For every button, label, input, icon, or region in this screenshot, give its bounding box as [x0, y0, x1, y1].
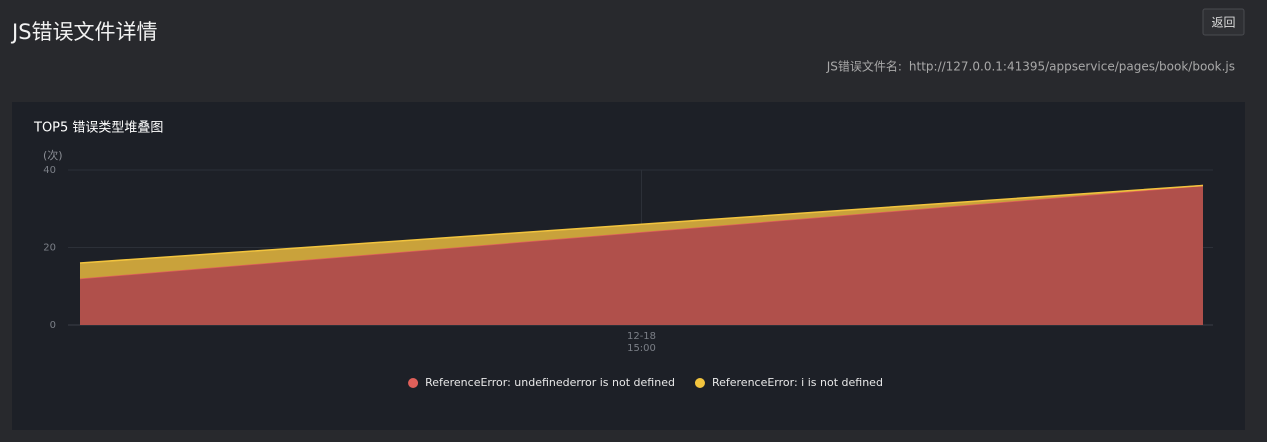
legend-marker	[694, 378, 705, 388]
area-line	[79, 184, 1204, 264]
x-tick-label-box: 12-18 15:00	[626, 331, 657, 354]
legend-label: ReferenceError: undefinederror is not de…	[425, 376, 675, 389]
y-tick-label: 20	[43, 243, 56, 254]
area	[80, 185, 1203, 325]
x-tick-label: 12-18 15:00	[626, 331, 657, 354]
area	[80, 185, 1203, 279]
file-label: JS错误文件名:	[826, 59, 902, 74]
chart-title: TOP5 错误类型堆叠图	[33, 121, 163, 136]
back-button-box[interactable]	[1202, 8, 1245, 36]
back-button[interactable]: 返回	[1202, 8, 1245, 36]
legend-marker	[408, 378, 419, 388]
legend-label: ReferenceError: i is not defined	[712, 376, 883, 389]
y-axis-label: (次)	[43, 148, 63, 162]
y-tick-label: 0	[50, 320, 56, 331]
plot: 0 20 40 12-18 15:00 ReferenceError: undefine…	[43, 165, 1213, 389]
legend: ReferenceError: undefinederror is not de…	[408, 376, 883, 389]
file-url: http://127.0.0.1:41395/appservice/pages/…	[909, 60, 1235, 74]
legend-item[interactable]: ReferenceError: undefinederror is not de…	[408, 376, 675, 389]
legend-item[interactable]: ReferenceError: i is not defined	[694, 376, 883, 389]
page-title: JS错误文件详情	[10, 20, 158, 44]
back-button-label[interactable]: 返回	[1211, 16, 1235, 30]
y-tick-label: 40	[43, 165, 56, 176]
